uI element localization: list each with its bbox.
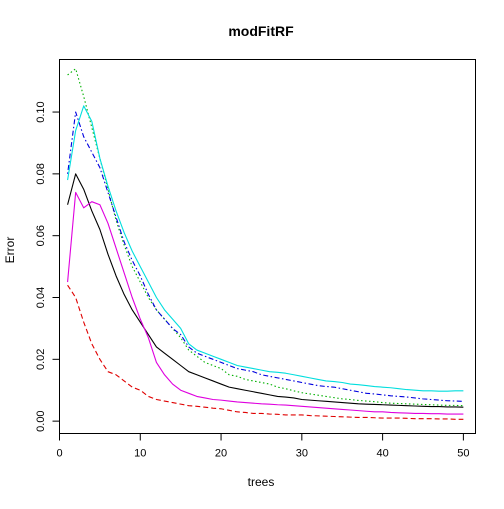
series-line-3 bbox=[67, 68, 464, 407]
y-axis-label: Error bbox=[3, 237, 17, 264]
x-tick-label: 20 bbox=[215, 448, 227, 460]
series-layer bbox=[67, 68, 464, 420]
chart-title: modFitRF bbox=[228, 23, 294, 39]
y-tick-label: 0.02 bbox=[35, 349, 47, 370]
y-tick-label: 0.08 bbox=[35, 163, 47, 184]
x-axis-label: trees bbox=[248, 475, 275, 489]
x-tick-label: 50 bbox=[457, 448, 469, 460]
y-axis: 0.00 0.02 0.04 0.06 0.08 0.10 bbox=[35, 101, 60, 432]
x-tick-label: 40 bbox=[376, 448, 388, 460]
series-line-5 bbox=[67, 105, 464, 392]
series-line-1 bbox=[67, 173, 464, 408]
y-tick-label: 0.04 bbox=[35, 287, 47, 308]
y-tick-label: 0.10 bbox=[35, 101, 47, 122]
y-tick-label: 0.06 bbox=[35, 225, 47, 246]
x-axis: 0 10 20 30 40 50 bbox=[56, 433, 470, 460]
series-line-4 bbox=[67, 111, 464, 402]
series-line-2 bbox=[67, 284, 464, 420]
x-tick-label: 0 bbox=[56, 448, 62, 460]
x-tick-label: 30 bbox=[296, 448, 308, 460]
x-tick-label: 10 bbox=[134, 448, 146, 460]
y-tick-label: 0.00 bbox=[35, 410, 47, 431]
series-line-6 bbox=[67, 191, 464, 415]
